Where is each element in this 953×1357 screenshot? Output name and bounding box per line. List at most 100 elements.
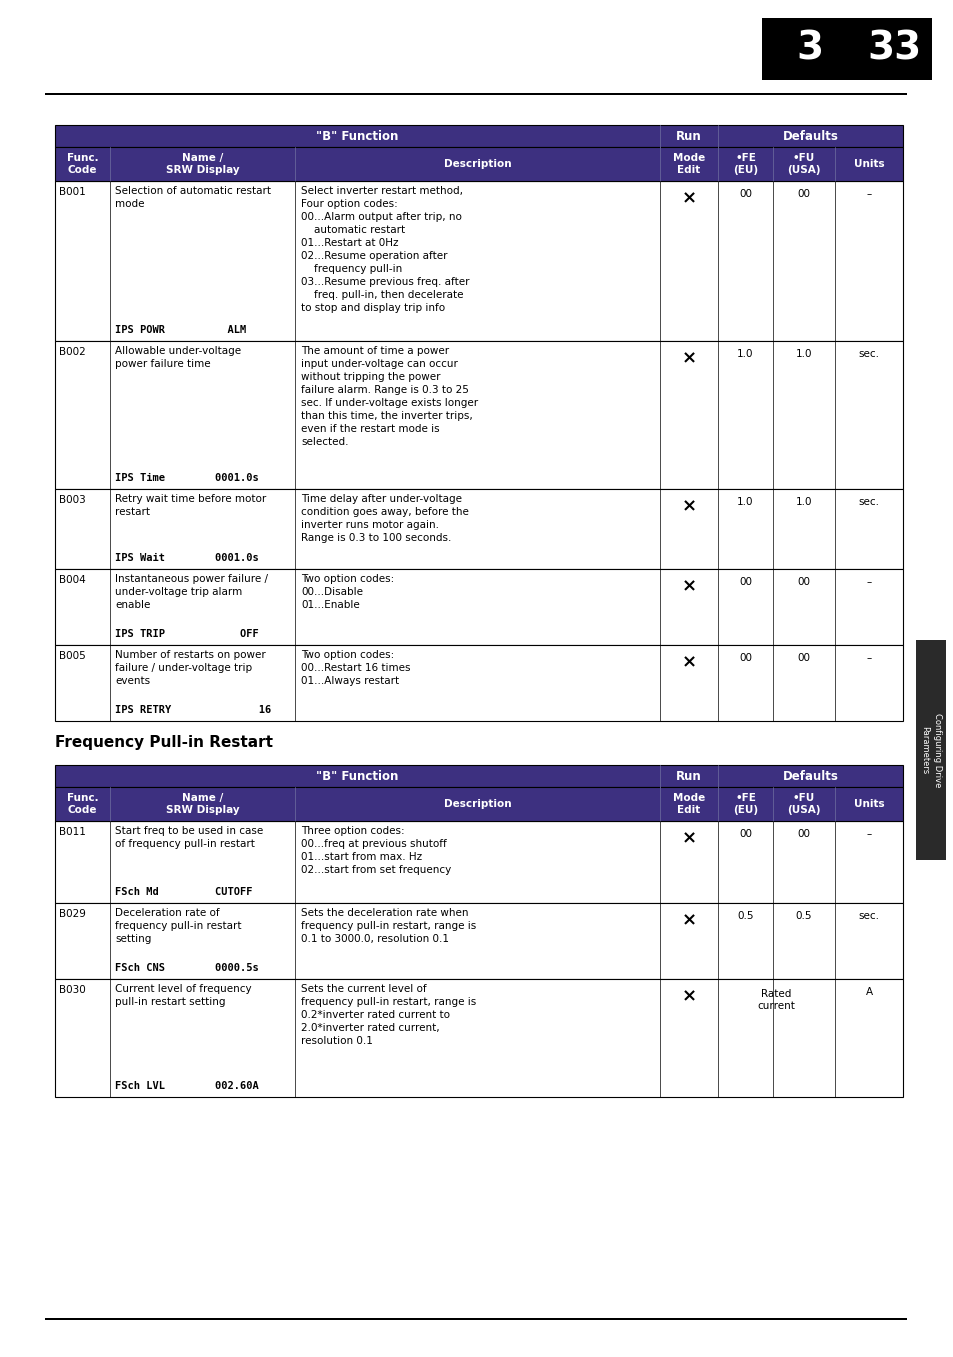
Text: A: A — [864, 987, 872, 997]
Text: sec.: sec. — [858, 349, 879, 360]
Text: FSch Md         CUTOFF: FSch Md CUTOFF — [115, 887, 253, 897]
Text: ×: × — [680, 349, 696, 366]
Text: "B" Function: "B" Function — [316, 769, 398, 783]
Text: 33: 33 — [867, 30, 922, 68]
Text: 00: 00 — [739, 829, 751, 839]
Bar — [55, 180, 902, 341]
Text: ×: × — [680, 987, 696, 1006]
Text: Defaults: Defaults — [781, 769, 838, 783]
Text: Sets the current level of
frequency pull-in restart, range is
0.2*inverter rated: Sets the current level of frequency pull… — [301, 984, 476, 1046]
Text: 00: 00 — [739, 577, 751, 588]
Bar — [55, 125, 902, 147]
Text: Defaults: Defaults — [781, 129, 838, 142]
Text: –: – — [865, 653, 871, 664]
Text: IPS Wait        0001.0s: IPS Wait 0001.0s — [115, 554, 258, 563]
Bar — [55, 489, 902, 569]
Text: ×: × — [680, 577, 696, 594]
Text: B011: B011 — [59, 826, 86, 837]
Text: •FU
(USA): •FU (USA) — [786, 792, 820, 816]
Text: Sets the deceleration rate when
frequency pull-in restart, range is
0.1 to 3000.: Sets the deceleration rate when frequenc… — [301, 908, 476, 944]
Text: Two option codes:
00...Restart 16 times
01...Always restart: Two option codes: 00...Restart 16 times … — [301, 650, 410, 687]
Text: Description: Description — [443, 799, 511, 809]
Text: IPS POWR          ALM: IPS POWR ALM — [115, 324, 246, 335]
Text: Func.
Code: Func. Code — [67, 792, 98, 816]
Text: 00: 00 — [797, 189, 810, 199]
Text: Run: Run — [676, 129, 701, 142]
Text: Units: Units — [853, 159, 883, 170]
Bar — [55, 341, 902, 489]
Text: Start freq to be used in case
of frequency pull-in restart: Start freq to be used in case of frequen… — [115, 826, 263, 849]
Text: Units: Units — [853, 799, 883, 809]
Text: ×: × — [680, 189, 696, 208]
Text: ×: × — [680, 653, 696, 670]
Text: Selection of automatic restart
mode: Selection of automatic restart mode — [115, 186, 271, 209]
Text: Instantaneous power failure /
under-voltage trip alarm
enable: Instantaneous power failure / under-volt… — [115, 574, 268, 611]
Text: Run: Run — [676, 769, 701, 783]
Text: Current level of frequency
pull-in restart setting: Current level of frequency pull-in resta… — [115, 984, 252, 1007]
Text: Two option codes:
00...Disable
01...Enable: Two option codes: 00...Disable 01...Enab… — [301, 574, 394, 611]
Text: B002: B002 — [59, 347, 86, 357]
Text: IPS Time        0001.0s: IPS Time 0001.0s — [115, 474, 258, 483]
Text: Allowable under-voltage
power failure time: Allowable under-voltage power failure ti… — [115, 346, 241, 369]
Text: Frequency Pull-in Restart: Frequency Pull-in Restart — [55, 735, 273, 750]
Text: 1.0: 1.0 — [737, 497, 753, 508]
Text: B004: B004 — [59, 575, 86, 585]
Text: 00: 00 — [797, 653, 810, 664]
Text: 0.5: 0.5 — [737, 911, 753, 921]
Text: Rated
current: Rated current — [757, 989, 795, 1011]
Bar — [55, 787, 902, 821]
Text: 00: 00 — [797, 829, 810, 839]
Text: –: – — [865, 577, 871, 588]
Text: ×: × — [680, 829, 696, 847]
Bar — [55, 978, 902, 1096]
Text: 1.0: 1.0 — [795, 349, 811, 360]
Text: •FE
(EU): •FE (EU) — [732, 792, 758, 816]
Text: ×: × — [680, 911, 696, 930]
Bar — [915, 641, 945, 860]
Text: Deceleration rate of
frequency pull-in restart
setting: Deceleration rate of frequency pull-in r… — [115, 908, 241, 944]
Text: Retry wait time before motor
restart: Retry wait time before motor restart — [115, 494, 266, 517]
Text: B001: B001 — [59, 187, 86, 197]
Text: –: – — [865, 189, 871, 199]
Text: •FE
(EU): •FE (EU) — [732, 153, 758, 175]
Text: Select inverter restart method,
Four option codes:
00...Alarm output after trip,: Select inverter restart method, Four opt… — [301, 186, 469, 313]
Text: Configuring Drive
Parameters: Configuring Drive Parameters — [920, 712, 941, 787]
Text: "B" Function: "B" Function — [316, 129, 398, 142]
Bar — [55, 765, 902, 787]
Text: 3: 3 — [796, 30, 822, 68]
Text: Func.
Code: Func. Code — [67, 153, 98, 175]
Text: B029: B029 — [59, 909, 86, 919]
Bar — [55, 147, 902, 180]
Text: sec.: sec. — [858, 911, 879, 921]
Text: 0.5: 0.5 — [795, 911, 811, 921]
Bar — [55, 902, 902, 978]
Text: B030: B030 — [59, 985, 86, 995]
Text: FSch LVL        002.60A: FSch LVL 002.60A — [115, 1082, 258, 1091]
Text: sec.: sec. — [858, 497, 879, 508]
Bar — [45, 94, 906, 95]
Text: Mode
Edit: Mode Edit — [672, 153, 704, 175]
Text: 00: 00 — [797, 577, 810, 588]
Text: –: – — [865, 829, 871, 839]
Text: Three option codes:
00...freq at previous shutoff
01...start from max. Hz
02...s: Three option codes: 00...freq at previou… — [301, 826, 451, 875]
Bar — [55, 821, 902, 902]
Text: IPS RETRY              16: IPS RETRY 16 — [115, 706, 271, 715]
Text: 00: 00 — [739, 189, 751, 199]
Text: Description: Description — [443, 159, 511, 170]
Bar — [55, 645, 902, 721]
Bar — [761, 18, 931, 80]
Text: Time delay after under-voltage
condition goes away, before the
inverter runs mot: Time delay after under-voltage condition… — [301, 494, 468, 543]
Text: IPS TRIP            OFF: IPS TRIP OFF — [115, 630, 258, 639]
Text: Number of restarts on power
failure / under-voltage trip
events: Number of restarts on power failure / un… — [115, 650, 266, 687]
Text: Name /
SRW Display: Name / SRW Display — [166, 153, 239, 175]
Text: 00: 00 — [739, 653, 751, 664]
Text: The amount of time a power
input under-voltage can occur
without tripping the po: The amount of time a power input under-v… — [301, 346, 477, 448]
Text: 1.0: 1.0 — [737, 349, 753, 360]
Text: 1.0: 1.0 — [795, 497, 811, 508]
Text: FSch CNS        0000.5s: FSch CNS 0000.5s — [115, 963, 258, 973]
Text: B003: B003 — [59, 495, 86, 505]
Text: B005: B005 — [59, 651, 86, 661]
Text: Name /
SRW Display: Name / SRW Display — [166, 792, 239, 816]
Text: •FU
(USA): •FU (USA) — [786, 153, 820, 175]
Bar — [55, 569, 902, 645]
